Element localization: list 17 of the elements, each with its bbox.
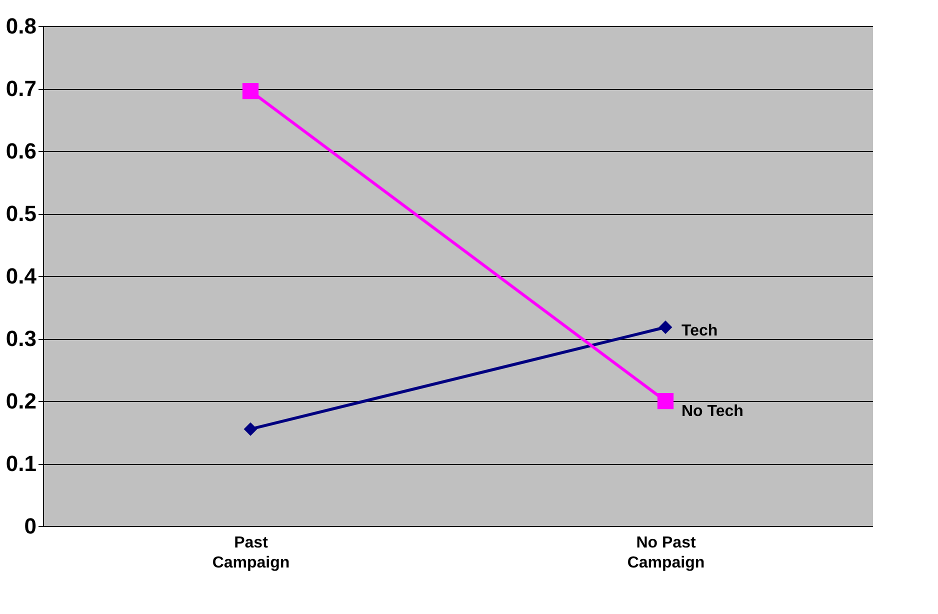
point (242, 82, 259, 100)
y-tick-label: 0.3 (6, 326, 36, 351)
series-label: Tech (682, 322, 718, 340)
x-tick-label: No Past Campaign (627, 534, 705, 572)
y-tick-label: 0.5 (6, 201, 36, 226)
point (657, 392, 674, 410)
y-tick-label: 0 (24, 514, 36, 538)
y-tick-label: 0.7 (6, 76, 36, 101)
y-tick-label: 0.4 (6, 264, 38, 288)
point (244, 422, 258, 436)
x-tick-label: Past Campaign (212, 534, 290, 572)
point (658, 320, 672, 334)
y-tick-label: 0.2 (6, 388, 36, 414)
series-label: No Tech (682, 403, 744, 420)
y-tick-label: 0.6 (6, 138, 36, 164)
y-tick-label: 0.1 (6, 451, 36, 476)
y-tick-label: 0.8 (6, 14, 36, 38)
